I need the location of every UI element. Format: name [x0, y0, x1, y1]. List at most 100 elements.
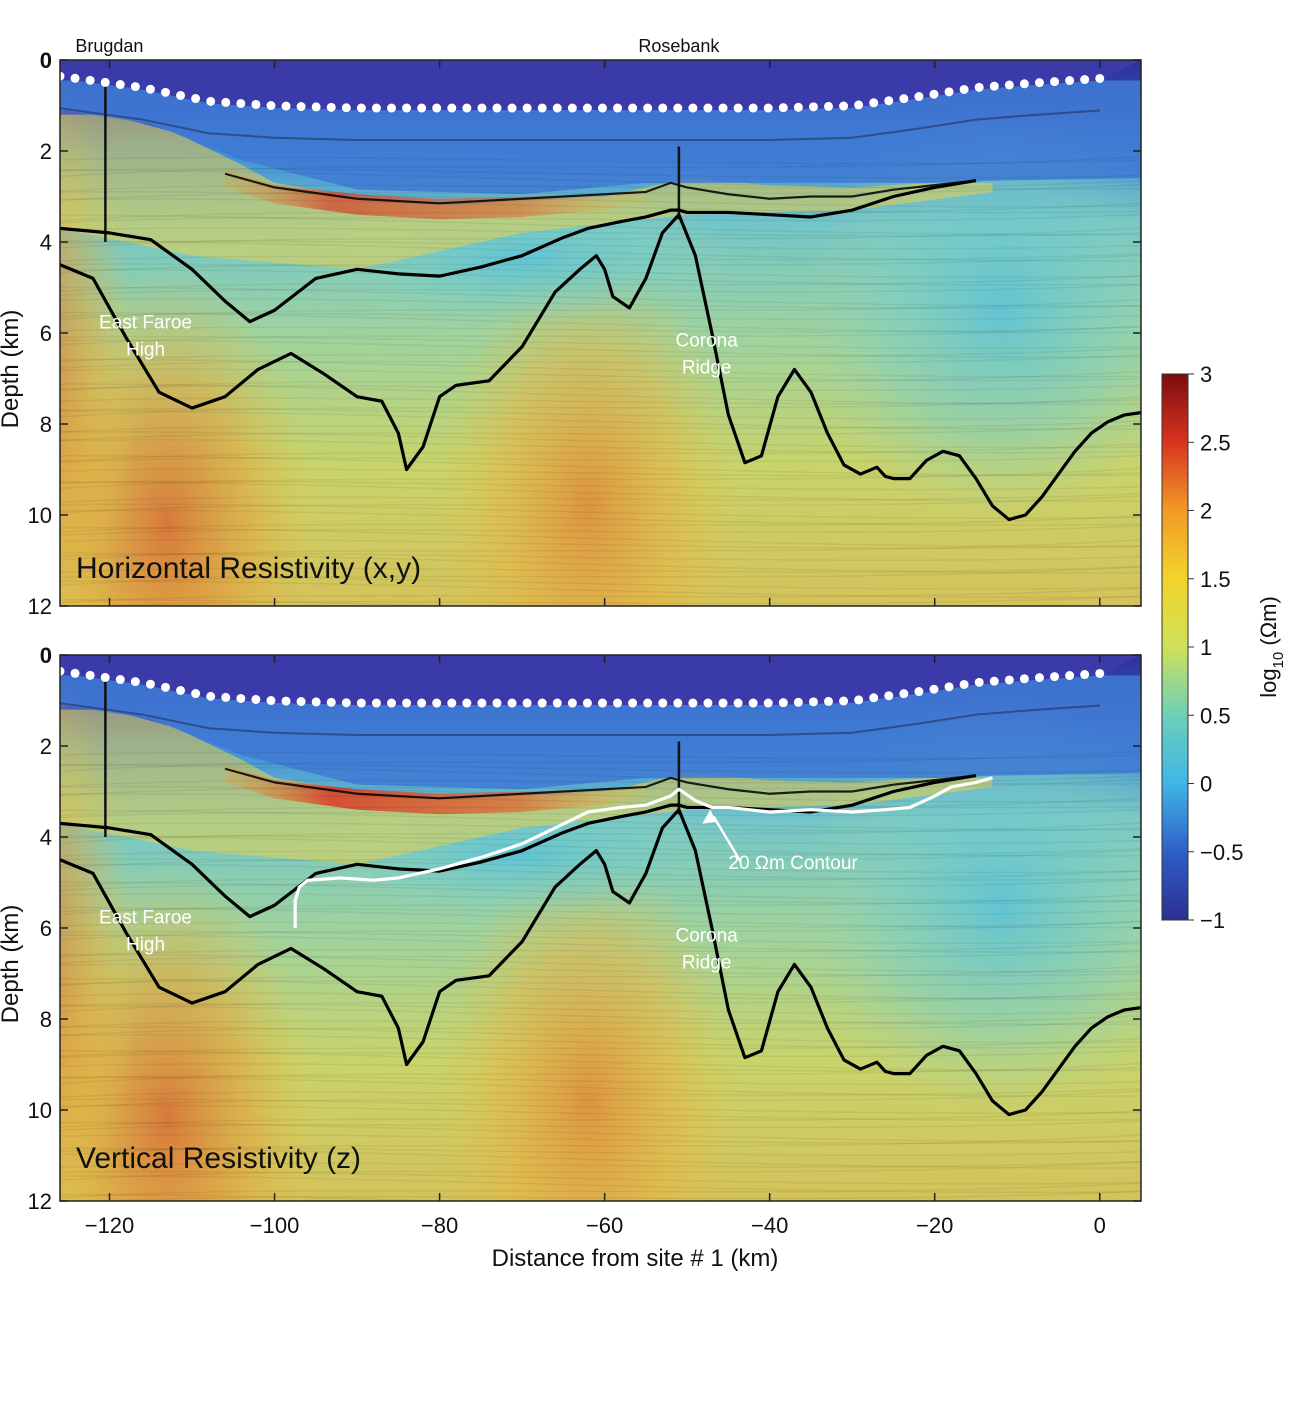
- seismic-reflector: [60, 495, 1141, 514]
- seismic-reflector: [60, 275, 1141, 292]
- seismic-reflector: [60, 979, 1141, 987]
- receiver-site-marker: [703, 698, 713, 708]
- seismic-reflector: [60, 358, 1141, 378]
- interpreted-horizon-lower: [60, 808, 1141, 1117]
- seismic-reflector: [60, 580, 1141, 599]
- receiver-site-marker: [1019, 674, 1029, 684]
- receiver-site-marker: [206, 691, 216, 701]
- receiver-site-marker: [597, 698, 607, 708]
- receiver-site-marker: [236, 98, 246, 108]
- seismic-reflector: [60, 253, 1141, 262]
- x-axis-label: Distance from site # 1 (km): [492, 1245, 779, 1272]
- seismic-reflector: [60, 881, 1141, 902]
- annotation-line: Corona: [675, 926, 738, 947]
- receiver-site-marker: [507, 103, 517, 113]
- annotation-label: Corona Ridge: [675, 331, 738, 379]
- receiver-site-marker: [356, 103, 366, 113]
- seismic-reflector: [60, 227, 1141, 249]
- receiver-site-marker: [447, 698, 457, 708]
- seismic-reflector: [60, 410, 1141, 431]
- seismic-reflector: [60, 155, 1141, 178]
- receiver-site-marker: [914, 687, 924, 697]
- receiver-site-marker: [793, 102, 803, 112]
- seismic-reflector: [60, 750, 1141, 773]
- seismic-reflector: [60, 1026, 1141, 1044]
- y-tick-label: 10: [28, 503, 52, 528]
- receiver-site-marker: [884, 96, 894, 106]
- colorbar-tick-label: 1.5: [1200, 567, 1231, 592]
- seismic-reflector: [60, 297, 1141, 309]
- seismic-reflector: [60, 1075, 1141, 1086]
- seismic-reflector: [60, 835, 1141, 845]
- receiver-site-marker: [537, 103, 547, 113]
- seismic-reflector: [60, 190, 1141, 208]
- colorbar-ticks: 3 2.5 2 1.5 1 0.5 0 −0.5 −1: [1188, 362, 1243, 933]
- receiver-site-marker: [326, 102, 336, 112]
- site-label: Rosebank: [638, 36, 720, 56]
- sediment-layer: [60, 114, 993, 270]
- receiver-site-marker: [341, 103, 351, 113]
- receiver-site-marker: [613, 698, 623, 708]
- seismic-reflector: [60, 870, 1141, 887]
- seismic-reflector: [60, 965, 1141, 987]
- receiver-site-marker: [1095, 668, 1105, 678]
- resistivity-field: [60, 655, 1141, 1201]
- receiver-site-marker: [808, 697, 818, 707]
- y-tick-label: 4: [40, 230, 52, 255]
- annotation-line: 20 Ωm Contour: [728, 853, 858, 874]
- seismic-reflector: [60, 566, 1141, 586]
- receiver-site-marker: [1080, 670, 1090, 680]
- seismic-reflector: [60, 480, 1141, 491]
- horizontal-resistivity-panel: East Faroe High Corona Ridge 0 2 4 6 8 10 12 Depth…: [0, 36, 1142, 619]
- colorbar-tick-label: 0: [1200, 772, 1212, 797]
- receiver-site-marker: [160, 682, 170, 692]
- seismic-reflector: [60, 907, 1141, 916]
- receiver-site-marker: [115, 675, 125, 685]
- seismic-reflector: [60, 509, 1141, 526]
- receiver-site-marker: [537, 698, 547, 708]
- colorbar-tick-label: 2.5: [1200, 430, 1231, 455]
- seismic-reflector: [60, 384, 1141, 392]
- seismic-reflector: [60, 1015, 1141, 1028]
- receiver-site-marker: [296, 102, 306, 112]
- receiver-site-marker: [281, 101, 291, 111]
- seismic-reflector: [60, 1088, 1141, 1098]
- receiver-site-marker: [778, 103, 788, 113]
- colorbar-tick-label: 2: [1200, 499, 1212, 524]
- receiver-site-marker: [688, 103, 698, 113]
- seismic-reflector: [60, 778, 1141, 797]
- receiver-site-marker: [266, 696, 276, 706]
- seismic-reflector: [60, 454, 1141, 464]
- y-tick-label: 12: [28, 1189, 52, 1214]
- seismic-reflector: [60, 493, 1141, 503]
- receiver-site-marker: [567, 103, 577, 113]
- receiver-site-marker: [522, 698, 532, 708]
- receiver-site-marker: [70, 668, 80, 678]
- receiver-site-marker: [417, 103, 427, 113]
- receiver-site-marker: [824, 101, 834, 111]
- receiver-site-marker: [477, 103, 487, 113]
- seismic-reflector: [60, 286, 1141, 307]
- receiver-site-marker: [1065, 671, 1075, 681]
- seismic-reflector: [60, 1120, 1141, 1131]
- y-tick-label: 0: [40, 643, 52, 668]
- receiver-site-marker: [115, 80, 125, 90]
- seismic-reflector: [60, 1003, 1141, 1015]
- seafloor-reflector: [60, 702, 1100, 737]
- receiver-site-marker: [1080, 75, 1090, 85]
- y-tick-label: 2: [40, 734, 52, 759]
- seismic-reflector: [60, 1170, 1141, 1185]
- receiver-site-marker: [130, 82, 140, 92]
- receiver-site-marker: [1034, 673, 1044, 683]
- y-tick-label: 8: [40, 412, 52, 437]
- seismic-reflector: [60, 1076, 1141, 1097]
- receiver-site-marker: [643, 103, 653, 113]
- axes: 0 2 4 6 8 10 12 −120 −100 −80 −60 −40 −20 0 Depth (km): [0, 643, 1141, 1238]
- receiver-site-marker: [808, 102, 818, 112]
- receiver-site-marker: [597, 103, 607, 113]
- annotation-line: Ridge: [682, 953, 732, 974]
- receiver-site-marker: [839, 101, 849, 111]
- receiver-site-marker: [628, 103, 638, 113]
- receiver-site-marker: [658, 698, 668, 708]
- seismic-reflector: [60, 920, 1141, 941]
